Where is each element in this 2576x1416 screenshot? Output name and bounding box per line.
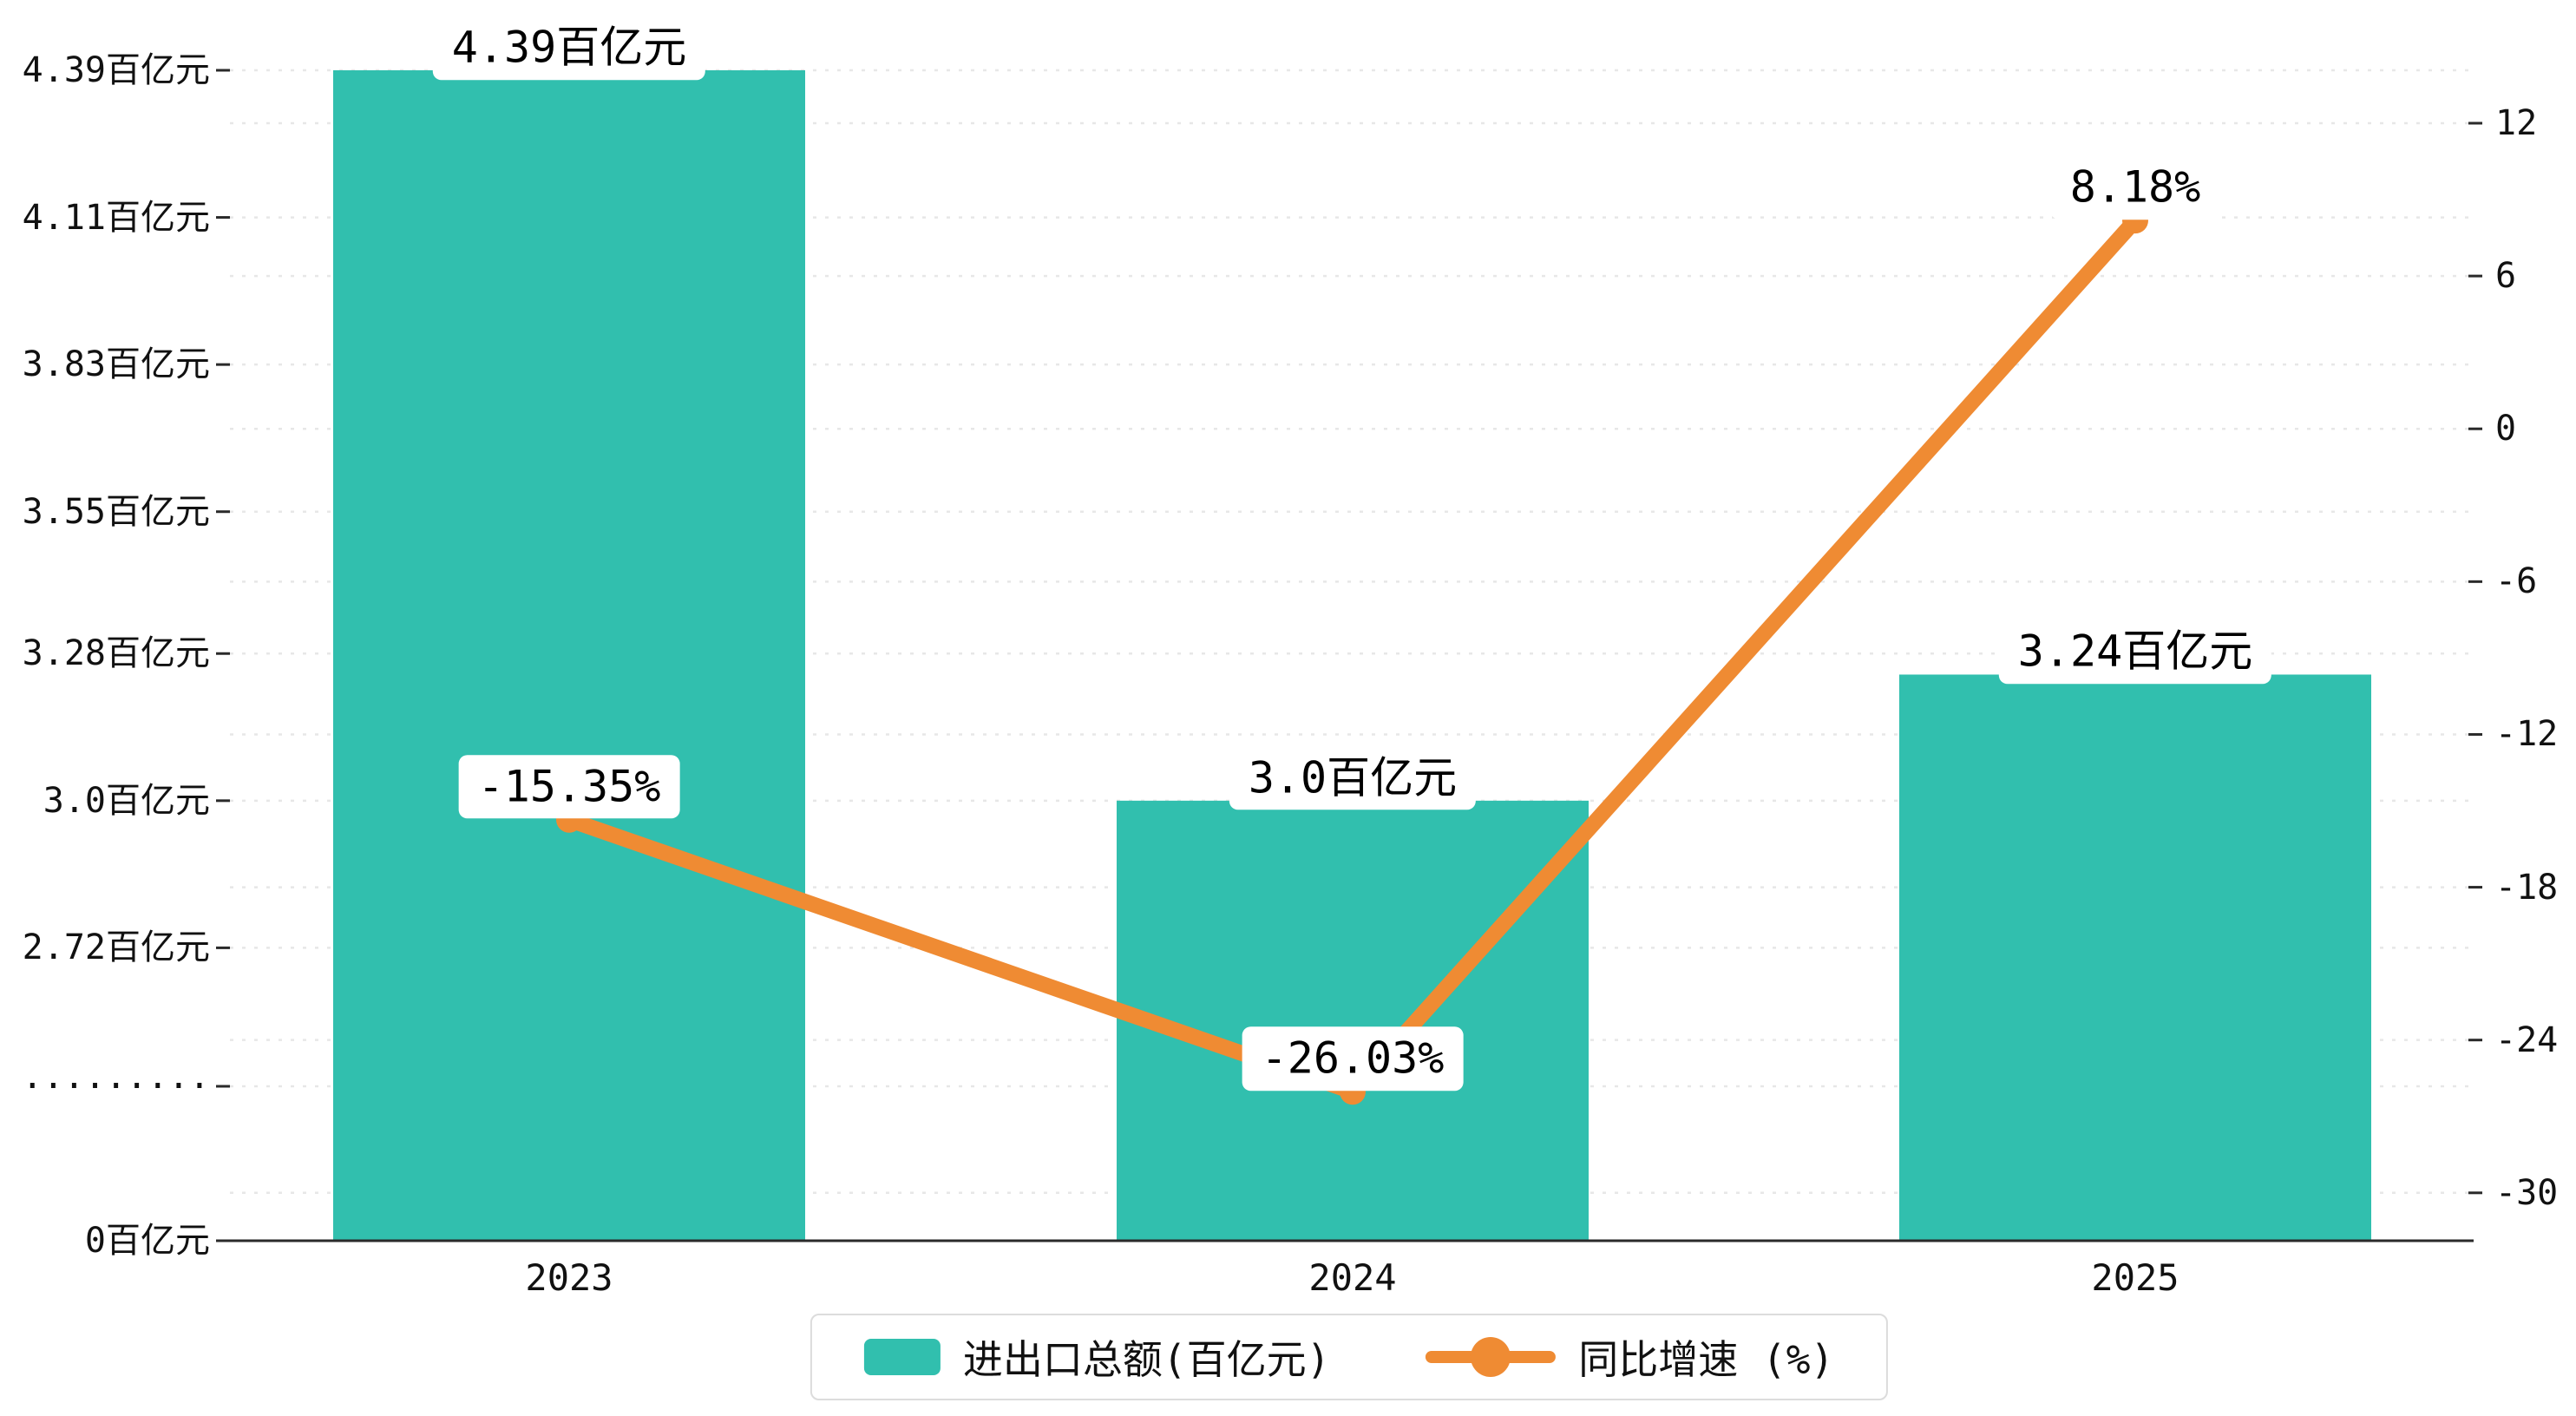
growth-point-2023[interactable] <box>556 806 582 833</box>
bar-series-swatch-icon <box>863 1339 941 1375</box>
bar-2024[interactable] <box>1117 800 1589 1241</box>
legend-item-line-series[interactable]: 同比增速 (%) <box>1426 1328 1834 1386</box>
legend-label-line-series: 同比增速 (%) <box>1578 1336 1835 1383</box>
bar-2025[interactable] <box>1899 674 2371 1241</box>
legend: 进出口总额(百亿元) 同比增速 (%) <box>810 1314 1889 1400</box>
growth-point-2024[interactable] <box>1340 1078 1366 1105</box>
bar-2023[interactable] <box>333 70 805 1241</box>
growth-point-2025[interactable] <box>2122 207 2148 234</box>
line-series-swatch-icon <box>1426 1337 1557 1377</box>
legend-item-bar-series[interactable]: 进出口总额(百亿元) <box>863 1328 1331 1386</box>
line-series-dot-icon <box>1471 1337 1511 1377</box>
legend-label-bar-series: 进出口总额(百亿元) <box>962 1336 1331 1383</box>
